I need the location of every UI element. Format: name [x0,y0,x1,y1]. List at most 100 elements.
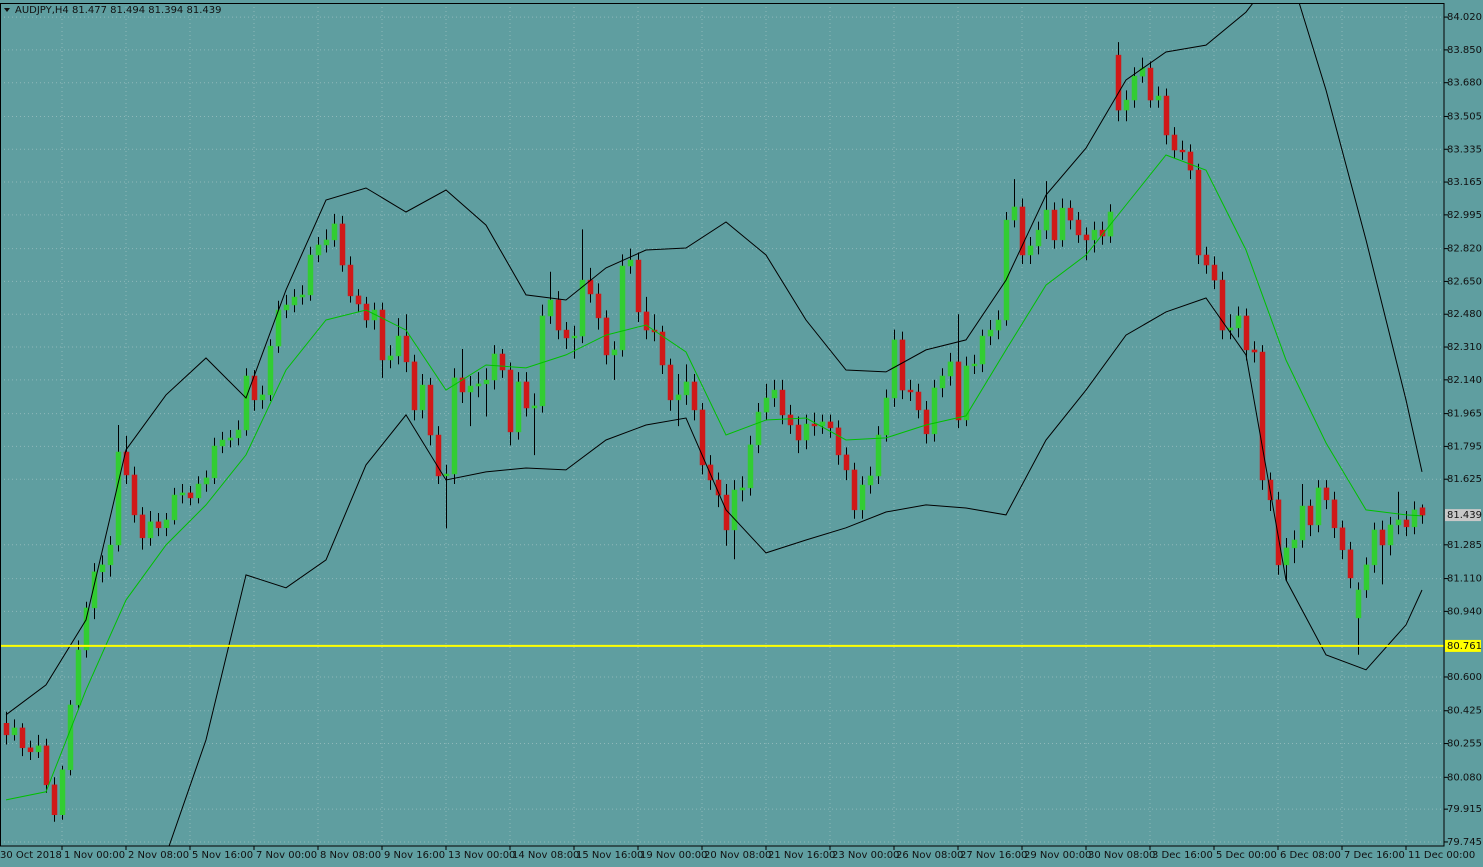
x-tick-label: 11 Dec 00:00 [1408,850,1475,861]
plot-frame [0,3,1445,847]
candle-body [827,421,834,429]
y-tick-label: 81.110 [1447,574,1482,585]
candle-body [1203,254,1210,266]
candle-body [931,387,938,435]
grid [0,3,1444,846]
menu-icon[interactable] [4,8,10,12]
candle-body [563,329,570,339]
x-tick-label: 13 Nov 00:00 [448,850,515,861]
candle-body [139,514,146,539]
candle-body [1163,95,1170,136]
candle-body [499,353,506,371]
y-tick-label: 82.820 [1447,244,1482,255]
x-tick-label: 14 Nov 08:00 [512,850,579,861]
y-tick-label: 81.625 [1447,474,1482,485]
candle-body [1059,207,1066,241]
candle-body [1051,209,1058,241]
candle-body [187,492,194,499]
candle-body [1123,99,1130,111]
candle-body [1003,219,1010,321]
candle-body [179,492,186,496]
candle-body [763,397,770,413]
candle-body [83,607,90,651]
candle-body [1155,95,1162,101]
x-tick-label: 29 Nov 00:00 [1024,850,1091,861]
candle-body [539,315,546,407]
bid-label-box [1445,509,1481,522]
candle-body [1043,209,1050,231]
candle-body [1323,487,1330,501]
candle-body [1307,505,1314,526]
candle-body [1235,315,1242,329]
candle-body [995,319,1002,331]
indicator-line [5,154,1423,801]
candle-body [907,389,914,393]
candle-body [507,369,514,433]
candle-body [339,223,346,266]
candle-body [851,469,858,511]
candle-body [307,254,314,296]
x-tick-label: 3 Dec 16:00 [1152,850,1213,861]
y-tick-label: 82.140 [1447,375,1482,386]
candle-body [1299,505,1306,541]
candle-body [1403,519,1410,528]
x-tick-label: 30 Nov 08:00 [1088,850,1155,861]
candle-body [523,381,530,409]
x-tick-label: 15 Nov 16:00 [576,850,643,861]
y-tick-label: 80.255 [1447,739,1482,750]
candle-body [59,769,66,815]
candle-body [867,475,874,486]
candle-body [1075,219,1082,236]
candle-body [331,223,338,241]
y-tick-label: 83.850 [1447,45,1482,56]
candle-body [1035,229,1042,247]
y-tick-label: 83.505 [1447,111,1482,122]
candle-body [811,423,818,427]
candle-body [971,363,978,367]
candle-body [267,345,274,396]
candle-body [227,437,234,441]
x-tick-label: 8 Nov 08:00 [320,850,381,861]
candle-body [819,421,826,427]
candle-body [955,361,962,421]
y-tick-label: 80.425 [1447,706,1482,717]
candle-body [131,474,138,516]
candle-body [779,389,786,416]
candle-body [427,384,434,436]
candle-body [627,259,634,267]
y-tick-label: 80.600 [1447,672,1482,683]
candle-body [323,239,330,246]
bid-label: 81.439 [1447,510,1482,521]
candle-body [947,361,954,377]
candle-body [707,464,714,481]
candle-body [1115,54,1122,111]
candle-body [1091,229,1098,241]
candle-body [875,434,882,477]
candle-body [619,265,626,351]
candle-body [11,727,18,736]
candle-body [979,335,986,365]
candle-body [107,544,114,566]
y-tick-label: 82.995 [1447,210,1482,221]
candle-body [1243,315,1250,351]
x-tick-label: 6 Dec 08:00 [1280,850,1341,861]
candle-body [531,405,538,409]
candle-body [219,439,226,447]
candle-body [603,317,610,356]
candle-body [1387,524,1394,546]
candle-body [691,381,698,411]
candle-body [675,394,682,401]
y-tick-label: 80.940 [1447,606,1482,617]
candle-body [1395,519,1402,526]
x-tick-label: 5 Nov 16:00 [192,850,253,861]
y-tick-label: 83.165 [1447,177,1482,188]
candle-body [1195,169,1202,256]
candle-body [243,375,250,431]
candle-body [435,434,442,477]
candle-body [467,385,474,393]
candle-body [43,745,50,786]
candle-body [699,409,706,466]
